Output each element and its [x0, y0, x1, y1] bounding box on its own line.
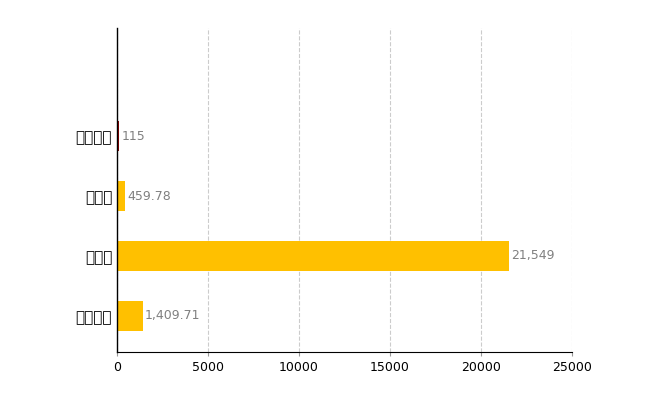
- Text: 115: 115: [122, 130, 145, 142]
- Text: 459.78: 459.78: [127, 190, 172, 202]
- Text: 1,409.71: 1,409.71: [145, 310, 200, 322]
- Text: 21,549: 21,549: [512, 250, 555, 262]
- Bar: [117, 301, 142, 331]
- Bar: [117, 121, 119, 151]
- Bar: [117, 241, 509, 271]
- Bar: [117, 181, 125, 211]
